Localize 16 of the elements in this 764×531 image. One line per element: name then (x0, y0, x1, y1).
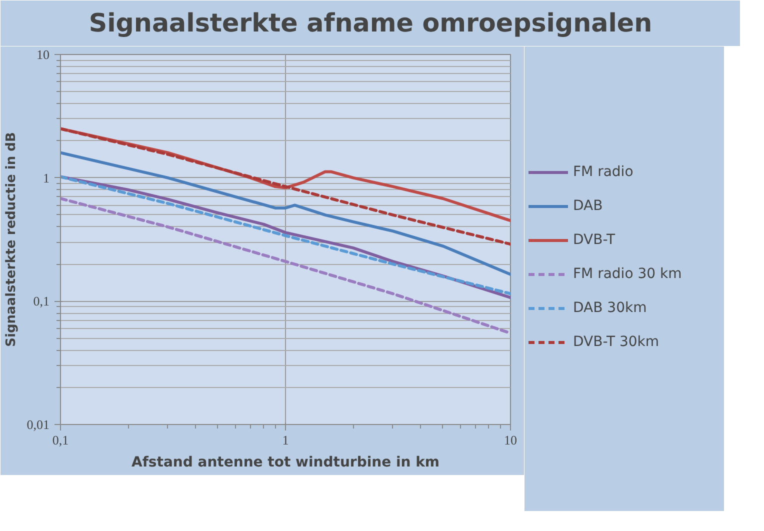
x-axis-title: Afstand antenne tot windturbine in km (131, 454, 440, 470)
y-axis-title: Signaalsterkte reductie in dB (4, 132, 19, 347)
legend-label: DAB (573, 198, 603, 214)
y-tick-label: 10 (36, 47, 50, 62)
y-tick-label: 0,1 (33, 294, 50, 309)
legend-label: DVB-T (573, 232, 616, 248)
chart-title: Signaalsterkte afname omroepsignalen (88, 8, 652, 38)
legend-label: FM radio (573, 164, 634, 180)
legend-label: DAB 30km (573, 300, 647, 316)
legend-label: DVB-T 30km (573, 334, 660, 350)
y-tick-label: 0,01 (26, 417, 50, 432)
y-tick-label: 1 (43, 170, 50, 186)
x-tick-label: 1 (282, 432, 289, 448)
x-tick-label: 10 (504, 432, 517, 448)
legend-label: FM radio 30 km (573, 266, 682, 282)
x-tick-label: 0,1 (52, 432, 69, 448)
